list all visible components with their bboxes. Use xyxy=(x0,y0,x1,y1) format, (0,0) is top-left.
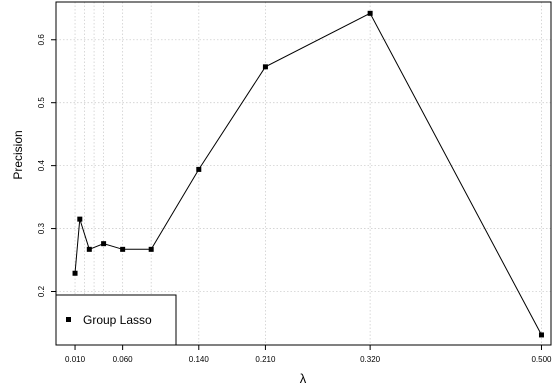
x-axis-label: λ xyxy=(300,371,307,386)
legend: Group Lasso xyxy=(55,294,177,346)
data-point xyxy=(120,246,126,252)
y-axis-label: Precision xyxy=(11,130,25,179)
legend-marker-icon xyxy=(66,317,71,322)
x-tick-label: 0.500 xyxy=(531,355,552,364)
data-point xyxy=(77,216,83,222)
data-point xyxy=(86,246,92,252)
x-tick-label: 0.210 xyxy=(255,355,276,364)
data-point xyxy=(101,241,107,247)
x-tick-label: 0.060 xyxy=(113,355,134,364)
legend-label: Group Lasso xyxy=(83,313,152,327)
x-tick-label: 0.320 xyxy=(360,355,381,364)
series-layer xyxy=(72,10,544,338)
y-tick-label: 0.2 xyxy=(37,285,46,297)
data-point xyxy=(72,270,78,276)
x-tick-label: 0.140 xyxy=(189,355,210,364)
y-tick-label: 0.5 xyxy=(37,97,46,109)
series-line xyxy=(74,12,542,336)
y-tick-label: 0.4 xyxy=(37,160,46,172)
data-point xyxy=(148,246,154,252)
legend-box xyxy=(55,294,177,346)
data-point xyxy=(262,64,268,70)
data-point xyxy=(367,10,373,16)
x-tick-label: 0.010 xyxy=(65,355,86,364)
data-point xyxy=(538,332,544,338)
data-point xyxy=(196,166,202,172)
plot-frame xyxy=(55,1,552,346)
y-tick-label: 0.6 xyxy=(37,34,46,46)
axes: 0.010 0.060 0.140 0.210 0.320 0.500 0.2 0.3 0.4 0… xyxy=(37,34,552,364)
y-tick-label: 0.3 xyxy=(37,222,46,234)
grid xyxy=(56,2,551,345)
